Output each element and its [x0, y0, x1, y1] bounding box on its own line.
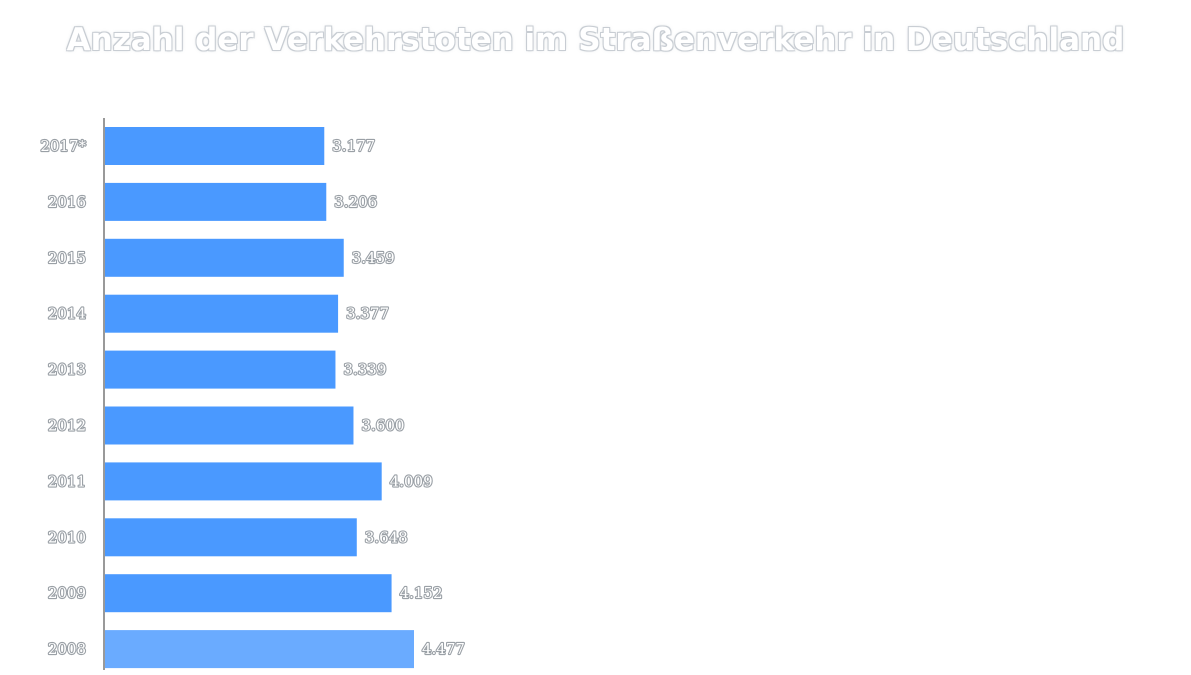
- bar-2009[interactable]: [105, 574, 392, 613]
- category-tick-label: 2015: [48, 249, 86, 267]
- chart-title: Anzahl der Verkehrstoten im Straßenverke…: [66, 22, 1125, 58]
- bar-2014[interactable]: [105, 294, 339, 333]
- category-tick-label: 2016: [48, 193, 86, 211]
- bars-group: [105, 127, 414, 669]
- bar-2010[interactable]: [105, 518, 357, 557]
- value-data-label: 4.152: [400, 584, 443, 602]
- value-data-label: 3.377: [346, 305, 389, 323]
- value-data-label: 3.339: [343, 361, 386, 379]
- bar-2015[interactable]: [105, 238, 344, 277]
- value-data-label: 3.206: [334, 193, 377, 211]
- bar-2013[interactable]: [105, 350, 336, 389]
- bar-2012[interactable]: [105, 406, 354, 445]
- value-data-label: 4.477: [422, 640, 465, 658]
- category-tick-label: 2013: [48, 361, 86, 379]
- bar-2016[interactable]: [105, 182, 327, 221]
- value-data-label: 4.009: [390, 472, 433, 490]
- value-data-label: 3.600: [361, 417, 404, 435]
- category-tick-label: 2014: [48, 305, 86, 323]
- category-tick-label: 2008: [48, 640, 86, 658]
- bar-2008[interactable]: [105, 630, 414, 669]
- value-data-label: 3.459: [352, 249, 395, 267]
- category-tick-label: 2017*: [40, 137, 86, 155]
- tick-labels-group: 2017* 2016 2015 2014 2013 2012 2011 2010 2009 200…: [39, 136, 87, 659]
- category-tick-label: 2010: [48, 528, 86, 546]
- value-data-label: 3.177: [332, 137, 375, 155]
- bar-2011[interactable]: [105, 462, 382, 501]
- category-tick-label: 2009: [48, 584, 86, 602]
- bar-2017[interactable]: [105, 127, 325, 165]
- category-tick-label: 2012: [48, 417, 86, 435]
- category-tick-label: 2011: [48, 472, 86, 490]
- value-data-label: 3.648: [365, 528, 408, 546]
- value-labels-group: 3.177 3.206 3.459 3.377 3.339 3.600 4.009 3.648…: [331, 136, 466, 659]
